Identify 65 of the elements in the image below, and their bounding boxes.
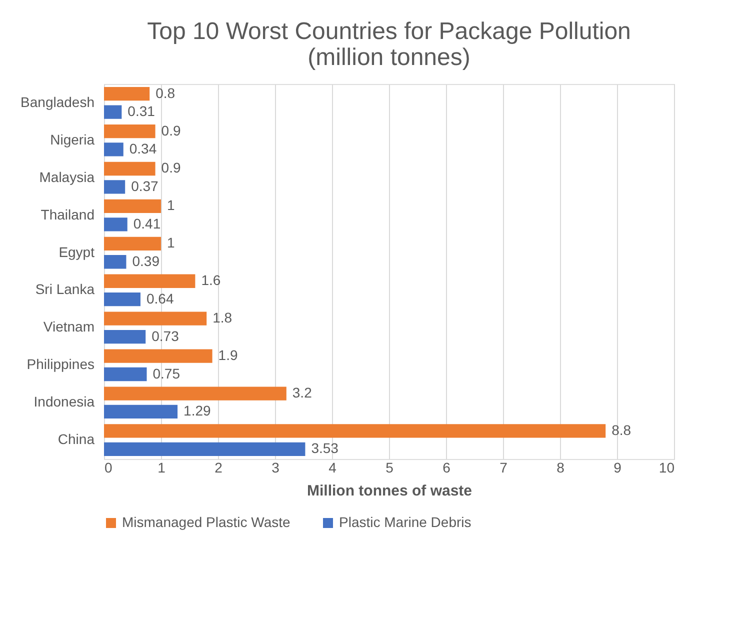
bar	[104, 142, 124, 156]
x-tick-label: 0	[104, 460, 112, 476]
bar	[104, 312, 207, 326]
y-tick-label: Thailand	[40, 206, 94, 222]
y-tick-label: Indonesia	[34, 394, 95, 410]
x-tick-label: 9	[614, 460, 622, 476]
data-label: 3.53	[311, 440, 339, 456]
bar	[104, 255, 126, 269]
bar	[104, 162, 156, 176]
data-label: 1.6	[201, 272, 221, 288]
x-tick-label: 8	[556, 460, 565, 476]
x-tick-label: 10	[658, 460, 675, 476]
y-tick-label: Egypt	[58, 244, 95, 260]
data-label: 0.41	[133, 215, 161, 232]
x-tick-label: 5	[386, 460, 394, 476]
data-label: 0.73	[152, 328, 180, 344]
data-label: 1	[167, 234, 175, 251]
bar	[104, 404, 178, 419]
data-label: 0.8	[156, 84, 176, 101]
x-tick-label: 3	[272, 460, 280, 476]
bar	[104, 218, 128, 232]
bar	[104, 386, 286, 400]
data-label: 0.37	[131, 178, 159, 194]
legend-label: Plastic Marine Debris	[339, 514, 472, 530]
data-label: 1.29	[184, 402, 211, 419]
bar	[104, 236, 161, 250]
x-tick-label: 4	[328, 460, 337, 476]
data-label: 0.34	[129, 140, 157, 156]
bar	[104, 86, 150, 101]
x-tick-label: 2	[214, 460, 223, 476]
data-label: 8.8	[612, 422, 632, 438]
bar	[104, 330, 146, 344]
data-label: 0.31	[128, 103, 156, 120]
data-label: 0.9	[161, 122, 181, 138]
chart-title: Top 10 Worst Countries for Package Pollution (million tonnes)	[147, 18, 631, 71]
data-label: 0.9	[161, 160, 181, 176]
x-tick-label: 7	[500, 460, 508, 476]
bar	[104, 442, 306, 456]
bar	[104, 367, 147, 382]
data-label: 0.39	[132, 252, 160, 269]
data-label: 1.9	[218, 347, 238, 364]
data-label: 0.75	[152, 365, 180, 382]
x-tick-label: 1	[158, 460, 166, 476]
data-label: 0.64	[146, 290, 174, 306]
y-tick-label: Malaysia	[39, 168, 95, 185]
legend-label: Mismanaged Plastic Waste	[122, 514, 291, 530]
bar	[104, 274, 196, 288]
bar	[104, 180, 126, 194]
y-tick-label: Nigeria	[50, 131, 95, 148]
data-label: 3.2	[292, 384, 312, 401]
bar	[104, 199, 161, 214]
y-tick-label: Sri Lanka	[35, 281, 95, 298]
x-axis-title: Million tonnes of waste	[306, 482, 472, 500]
bar	[104, 292, 140, 306]
bar	[104, 349, 212, 363]
y-tick-label: Vietnam	[43, 318, 94, 335]
bar	[104, 424, 606, 438]
data-label: 1.8	[212, 310, 232, 326]
y-tick-label: Philippines	[26, 356, 94, 372]
bar	[104, 105, 122, 119]
x-tick-label: 6	[442, 460, 451, 476]
data-label: 1	[167, 197, 175, 214]
bar	[104, 124, 156, 138]
y-tick-label: Bangladesh	[20, 94, 94, 110]
y-tick-label: China	[58, 431, 95, 448]
